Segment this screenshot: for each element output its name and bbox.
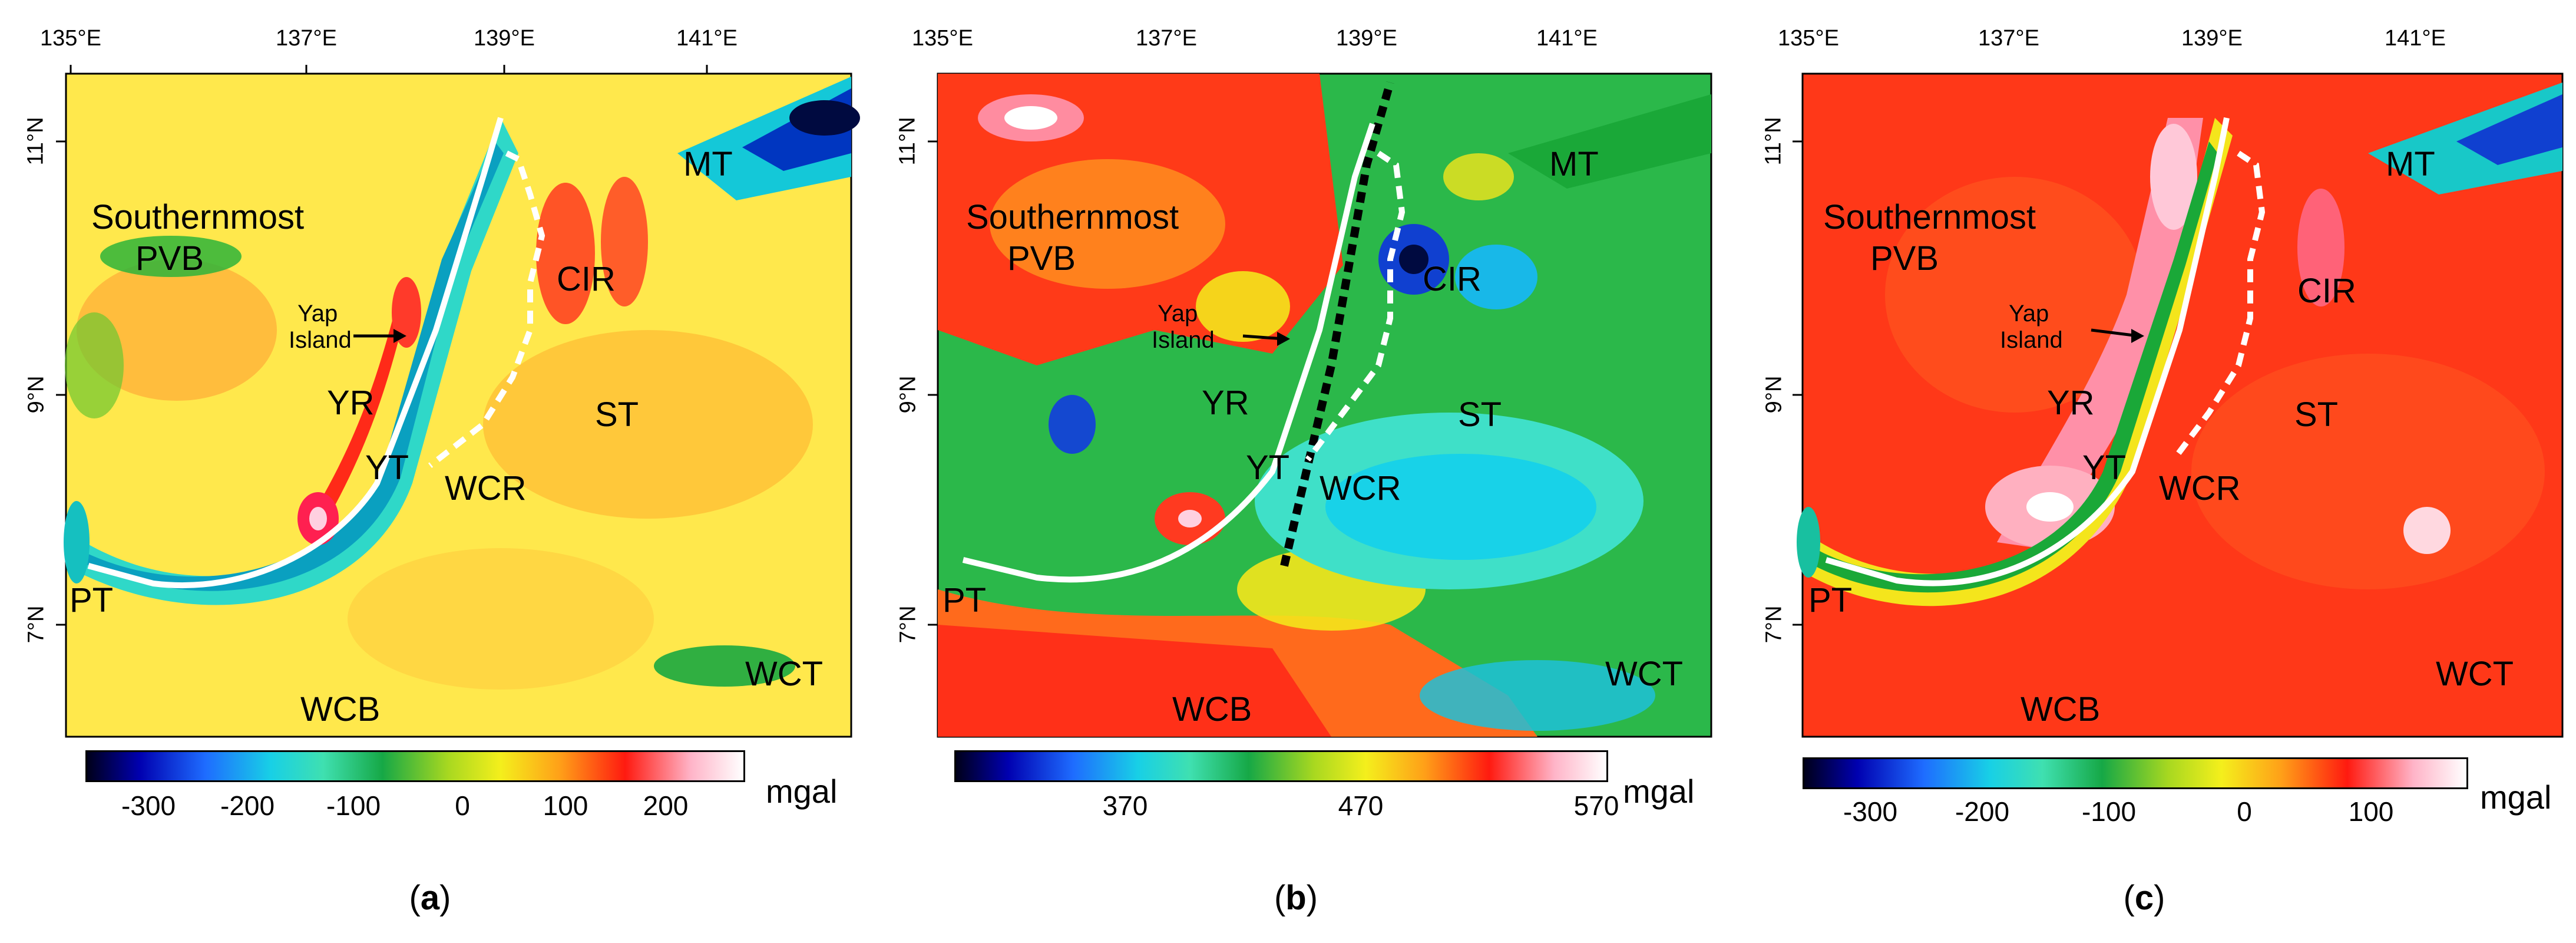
colorbar-a <box>85 750 745 782</box>
colorbar-tick: 100 <box>2348 796 2394 827</box>
label-southernmost: Southernmost <box>1823 198 2036 236</box>
label-yap-island-2: Island <box>289 327 352 353</box>
label-yr: YR <box>2047 384 2095 422</box>
label-yt: YT <box>365 449 409 487</box>
colorbar-tick: 370 <box>1102 790 1148 821</box>
colorbar-tick: 470 <box>1338 790 1384 821</box>
lat-tick-11: 11°N <box>1761 117 1786 166</box>
label-cir: CIR <box>557 260 616 298</box>
panel-a: 135°E 137°E 139°E 141°E 11°N 9°N 7°N Sou… <box>0 0 860 943</box>
lon-tick-139: 139°E <box>2181 26 2243 51</box>
lat-tick-7: 7°N <box>1761 605 1787 644</box>
panel-label-a: (a) <box>409 879 451 917</box>
colorbar-tick: -300 <box>121 790 176 821</box>
label-wct: WCT <box>745 655 824 693</box>
label-wcr: WCR <box>1320 469 1401 507</box>
label-mt: MT <box>683 145 733 183</box>
colorbar-tick: 0 <box>455 790 470 821</box>
lat-tick-9: 9°N <box>1761 375 1787 414</box>
colorbar-unit: mgal <box>1623 773 1695 810</box>
label-wct: WCT <box>2436 655 2514 693</box>
label-yap-island-2: Island <box>2000 327 2063 353</box>
label-yt: YT <box>2082 449 2127 487</box>
label-wcb: WCB <box>1172 690 1252 728</box>
lon-tick-141: 141°E <box>676 26 738 51</box>
lon-tick-139: 139°E <box>1336 26 1397 51</box>
lon-tick-137: 137°E <box>1136 26 1197 51</box>
label-cir: CIR <box>1423 260 1482 298</box>
lon-tick-135: 135°E <box>40 26 101 51</box>
lon-tick-137: 137°E <box>276 26 337 51</box>
label-wcb: WCB <box>2021 690 2101 728</box>
colorbar-tick: 100 <box>543 790 588 821</box>
label-southernmost: Southernmost <box>966 198 1179 236</box>
label-wcr: WCR <box>2159 469 2241 507</box>
label-wct: WCT <box>1605 655 1684 693</box>
colorbar-tick: -200 <box>220 790 275 821</box>
label-yr: YR <box>1202 384 1249 422</box>
panel-label-b: (b) <box>1274 879 1318 917</box>
label-st: ST <box>2294 395 2339 434</box>
colorbar-unit: mgal <box>766 773 838 810</box>
gravity-map-a <box>56 65 860 738</box>
label-yap-island-1: Yap <box>1158 301 1198 327</box>
label-pt: PT <box>70 581 114 619</box>
label-wcb: WCB <box>300 690 381 728</box>
label-pvb: PVB <box>1007 239 1076 278</box>
lat-tick-7: 7°N <box>24 605 49 644</box>
panel-label-c: (c) <box>2123 879 2165 917</box>
lat-tick-9: 9°N <box>24 375 49 414</box>
label-cir: CIR <box>2297 272 2356 310</box>
label-yap-island-1: Yap <box>297 301 338 327</box>
colorbar-c <box>1803 757 2468 789</box>
colorbar-tick: -200 <box>1955 796 2010 827</box>
colorbar-tick: 570 <box>1573 790 1619 821</box>
label-st: ST <box>595 395 639 434</box>
label-pvb: PVB <box>135 239 204 278</box>
lat-tick-9: 9°N <box>895 375 921 414</box>
lon-tick-141: 141°E <box>2385 26 2446 51</box>
label-yr: YR <box>327 384 375 422</box>
gravity-map-b <box>928 72 1712 738</box>
label-mt: MT <box>1549 145 1599 183</box>
label-yap-island-2: Island <box>1152 327 1215 353</box>
colorbar-tick: -300 <box>1843 796 1898 827</box>
label-st: ST <box>1458 395 1502 434</box>
lat-tick-7: 7°N <box>895 605 921 644</box>
lon-tick-141: 141°E <box>1536 26 1598 51</box>
colorbar-tick: 200 <box>643 790 689 821</box>
label-pt: PT <box>943 581 987 619</box>
colorbar-tick: -100 <box>326 790 381 821</box>
lon-tick-137: 137°E <box>1978 26 2039 51</box>
panel-c: 135°E 137°E 139°E 141°E 11°N 9°N 7°N Sou… <box>1720 0 2576 943</box>
panel-b: 135°E 137°E 139°E 141°E 11°N 9°N 7°N Sou… <box>860 0 1720 943</box>
label-pvb: PVB <box>1870 239 1939 278</box>
lon-tick-135: 135°E <box>1778 26 1839 51</box>
lat-tick-11: 11°N <box>895 117 920 166</box>
lat-tick-11: 11°N <box>23 117 48 166</box>
label-pt: PT <box>1808 581 1853 619</box>
colorbar-tick: 0 <box>2237 796 2252 827</box>
label-yap-island-1: Yap <box>2009 301 2049 327</box>
label-wcr: WCR <box>445 469 527 507</box>
lon-tick-135: 135°E <box>912 26 973 51</box>
label-mt: MT <box>2386 145 2435 183</box>
gravity-map-c <box>1793 72 2564 738</box>
colorbar-tick: -100 <box>2081 796 2137 827</box>
lon-tick-139: 139°E <box>474 26 535 51</box>
colorbar-b <box>954 750 1608 782</box>
colorbar-unit: mgal <box>2480 779 2552 816</box>
label-yt: YT <box>1246 449 1290 487</box>
label-southernmost: Southernmost <box>91 198 305 236</box>
